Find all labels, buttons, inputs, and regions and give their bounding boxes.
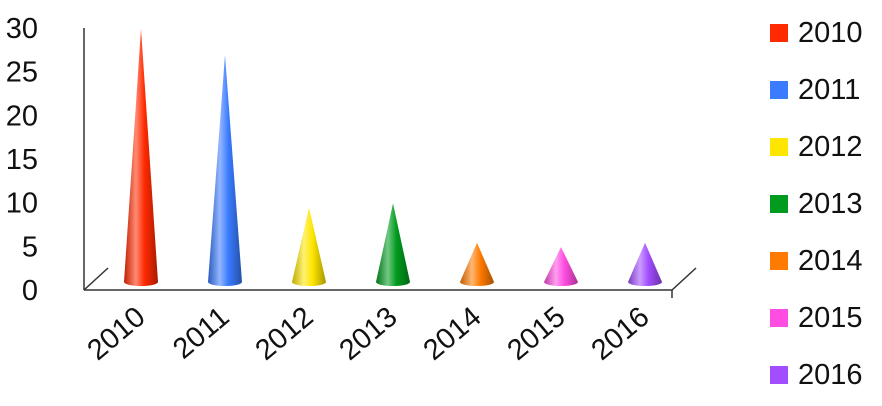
cone-body [628, 242, 662, 286]
legend-item: 2013 [770, 188, 863, 220]
y-tick-label: 0 [22, 275, 38, 307]
y-tick-label: 25 [6, 57, 38, 89]
legend-label: 2015 [798, 302, 863, 334]
x-tick-label: 2012 [250, 301, 320, 367]
cone-2014 [460, 242, 494, 286]
y-axis-ticks: 0 5 10 15 20 25 30 [6, 13, 38, 307]
legend-label: 2012 [798, 131, 863, 163]
y-tick-label: 10 [6, 188, 38, 220]
legend-item: 2012 [770, 131, 863, 163]
legend: 2010 2011 2012 2013 2014 2015 2016 [770, 17, 863, 391]
x-axis-labels: 2010 2011 2012 2013 2014 2015 2016 [82, 301, 656, 367]
cone-body [124, 28, 158, 286]
cone-body [208, 54, 242, 286]
legend-swatch [770, 24, 788, 42]
x-tick-label: 2014 [418, 301, 488, 367]
x-tick-label: 2011 [167, 301, 235, 366]
legend-swatch [770, 366, 788, 384]
y-tick-label: 30 [6, 13, 38, 45]
cone-body [292, 207, 326, 286]
y-tick-label: 20 [6, 100, 38, 132]
legend-label: 2016 [798, 359, 863, 391]
y-tick-label: 15 [6, 144, 38, 176]
cone-body [460, 242, 494, 286]
x-tick-label: 2015 [502, 301, 572, 367]
cone-2013 [376, 203, 410, 286]
x-tick-label: 2016 [586, 301, 656, 367]
legend-item: 2016 [770, 359, 863, 391]
cone-2016 [628, 242, 662, 286]
legend-swatch [770, 195, 788, 213]
legend-swatch [770, 309, 788, 327]
legend-label: 2013 [798, 188, 863, 220]
axes [83, 28, 697, 298]
cone-2015 [544, 247, 578, 286]
legend-label: 2014 [798, 245, 863, 277]
legend-label: 2011 [798, 74, 860, 106]
x-tick-label: 2013 [334, 301, 404, 367]
legend-swatch [770, 252, 788, 270]
legend-item: 2015 [770, 302, 863, 334]
cone-body [544, 247, 578, 286]
cones [124, 28, 662, 286]
floor-left-edge [83, 267, 109, 291]
y-tick-label: 5 [22, 231, 38, 263]
x-tick-label: 2010 [82, 301, 152, 367]
legend-swatch [770, 81, 788, 99]
legend-swatch [770, 138, 788, 156]
cone-2011 [208, 54, 242, 286]
cone-body [376, 203, 410, 286]
legend-item: 2010 [770, 17, 863, 49]
cone-2010 [124, 28, 158, 286]
legend-label: 2010 [798, 17, 863, 49]
legend-item: 2011 [770, 74, 860, 106]
legend-item: 2014 [770, 245, 863, 277]
cone-2012 [292, 207, 326, 286]
